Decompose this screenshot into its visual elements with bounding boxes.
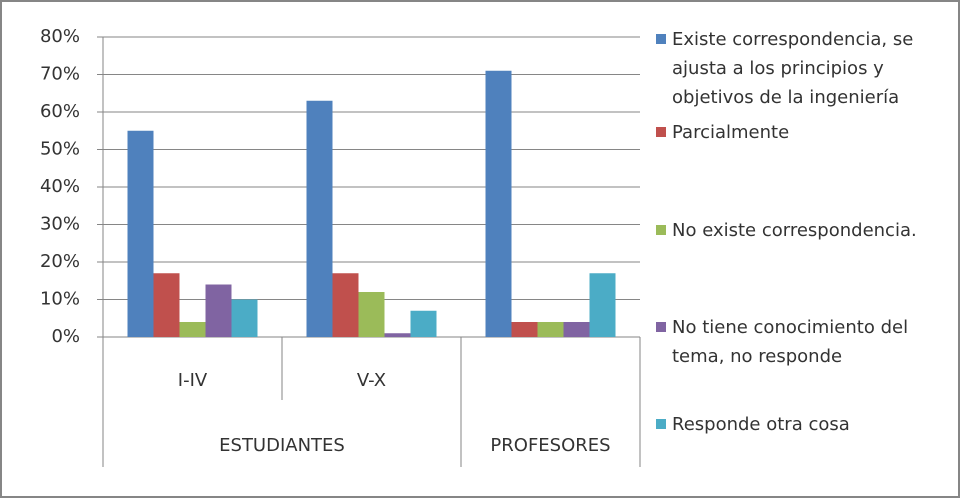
group-label: PROFESORES <box>490 435 610 456</box>
x-tick-label: I-IV <box>178 370 208 391</box>
legend-label: Parcialmente <box>672 122 790 143</box>
y-tick-label: 70% <box>40 64 80 85</box>
y-tick-label: 20% <box>40 251 80 272</box>
bar <box>153 273 180 337</box>
legend-label: No existe correspondencia. <box>672 220 917 241</box>
legend-item: Responde otra cosa <box>656 410 958 439</box>
bar <box>205 284 232 337</box>
legend-item: No existe correspondencia. <box>656 216 958 245</box>
bar <box>511 322 538 337</box>
y-tick-label: 0% <box>51 326 80 347</box>
group-label: ESTUDIANTES <box>219 435 345 456</box>
legend-item: Parcialmente <box>656 118 958 147</box>
legend-item: Existe correspondencia, se ajusta a los … <box>656 25 958 112</box>
y-tick-label: 50% <box>40 139 80 160</box>
bar <box>179 322 206 337</box>
legend-swatch <box>656 225 666 235</box>
legend-item: No tiene conocimiento del tema, no respo… <box>656 313 958 371</box>
y-tick-label: 30% <box>40 214 80 235</box>
y-tick-label: 60% <box>40 101 80 122</box>
bar <box>231 299 258 337</box>
bar <box>384 333 411 337</box>
bar <box>589 273 616 337</box>
x-tick-label: V-X <box>357 370 386 391</box>
legend-label: Responde otra cosa <box>672 414 850 435</box>
y-tick-label: 10% <box>40 289 80 310</box>
bar <box>485 70 512 337</box>
bar <box>410 310 437 337</box>
legend-swatch <box>656 419 666 429</box>
y-tick-label: 80% <box>40 26 80 47</box>
bar <box>127 130 154 337</box>
legend-label: No tiene conocimiento del tema, no respo… <box>672 317 909 367</box>
bar <box>358 292 385 337</box>
y-tick-label: 40% <box>40 176 80 197</box>
bar <box>537 322 564 337</box>
legend-swatch <box>656 34 666 44</box>
legend-swatch <box>656 127 666 137</box>
bar <box>563 322 590 337</box>
bar <box>332 273 359 337</box>
legend-label: Existe correspondencia, se ajusta a los … <box>672 29 914 108</box>
bar <box>306 100 333 337</box>
legend-swatch <box>656 322 666 332</box>
